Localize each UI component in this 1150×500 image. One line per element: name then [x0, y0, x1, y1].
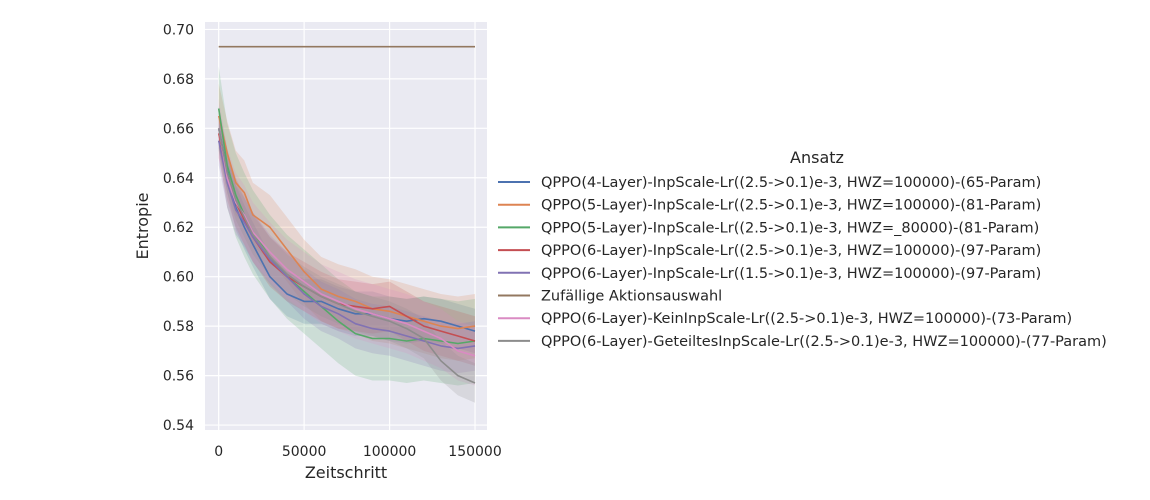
plot-area	[205, 22, 487, 430]
y-tick-label: 0.64	[163, 171, 194, 187]
x-tick-labels: 0 50000 100000 150000	[214, 444, 502, 460]
x-tick-label: 50000	[282, 444, 327, 460]
y-tick-labels: 0.54 0.56 0.58 0.60 0.62 0.64 0.66 0.68 0.70	[163, 22, 194, 434]
series-line-2	[217, 115, 476, 330]
y-tick-label: 0.56	[163, 369, 194, 385]
x-tick-label: 0	[214, 444, 223, 460]
series-lines	[217, 45, 476, 384]
legend-label-5: QPPO(6-Layer)-InpScale-Lr((1.5->0.1)e-3,…	[541, 266, 1041, 282]
y-tick-label: 0.66	[163, 121, 194, 137]
series-band-7	[218, 98, 475, 386]
y-tick-label: 0.58	[163, 319, 194, 335]
series-line-1	[217, 128, 476, 332]
x-axis-label: Zeitschritt	[305, 463, 387, 482]
y-tick-label: 0.68	[163, 72, 194, 88]
legend-label-2: QPPO(5-Layer)-InpScale-Lr((2.5->0.1)e-3,…	[541, 198, 1041, 214]
y-axis-label: Entropie	[133, 193, 152, 260]
y-tick-label: 0.62	[163, 220, 194, 236]
legend-label-8: QPPO(6-Layer)-GeteiltesInpScale-Lr((2.5-…	[541, 334, 1107, 350]
legend-title: Ansatz	[790, 148, 844, 167]
y-tick-label: 0.70	[163, 22, 194, 38]
series-band-1	[218, 106, 475, 354]
legend-label-6: Zufällige Aktionsauswahl	[541, 289, 722, 305]
series-band-4	[218, 108, 475, 366]
series-band-8	[218, 108, 475, 403]
y-tick-label: 0.54	[163, 418, 194, 434]
legend-label-4: QPPO(6-Layer)-InpScale-Lr((2.5->0.1)e-3,…	[541, 243, 1041, 259]
confidence-bands	[218, 66, 475, 403]
legend-label-1: QPPO(4-Layer)-InpScale-Lr((2.5->0.1)e-3,…	[541, 175, 1041, 191]
legend-label-7: QPPO(6-Layer)-KeinInpScale-Lr((2.5->0.1)…	[541, 311, 1072, 327]
legend: Ansatz QPPO(4-Layer)-InpScale-Lr((2.5->0…	[498, 148, 1107, 350]
x-tick-label: 100000	[363, 444, 416, 460]
series-band-3	[218, 66, 475, 386]
y-tick-label: 0.60	[163, 270, 194, 286]
x-tick-label: 150000	[448, 444, 501, 460]
series-band-2	[218, 83, 475, 361]
legend-label-3: QPPO(5-Layer)-InpScale-Lr((2.5->0.1)e-3,…	[541, 220, 1039, 236]
grid	[205, 22, 487, 430]
series-line-8	[217, 128, 476, 384]
